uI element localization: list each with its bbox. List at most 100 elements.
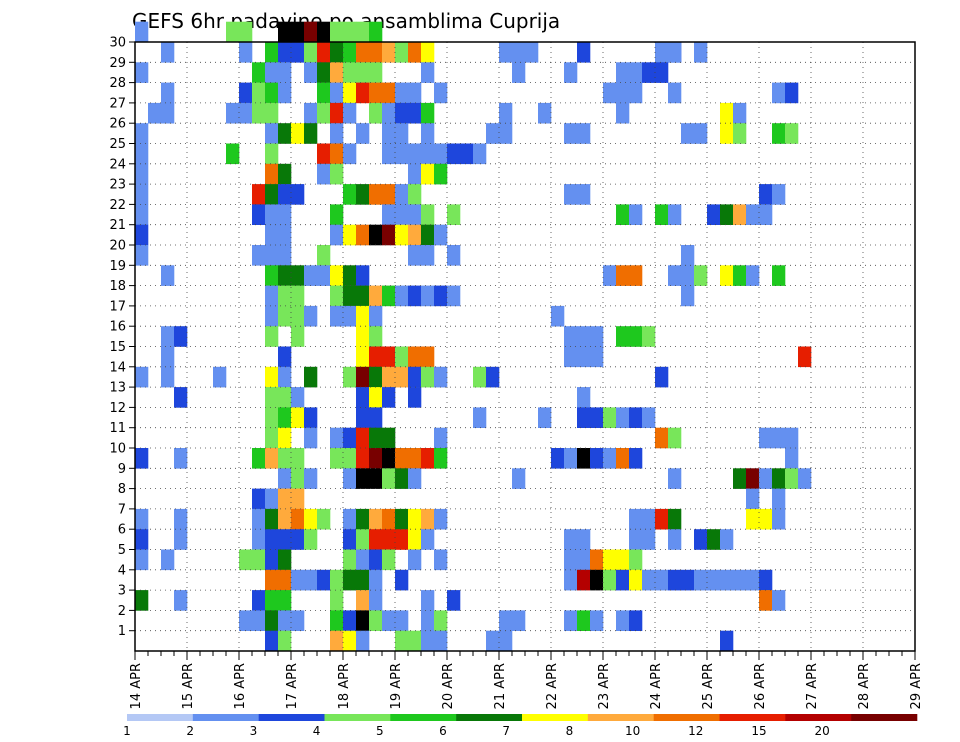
heatmap-cell <box>174 326 188 347</box>
heatmap-cell <box>395 102 409 124</box>
heatmap-cell <box>408 366 422 388</box>
heatmap-cell <box>772 184 786 205</box>
heatmap-cell <box>720 265 734 286</box>
heatmap-cell <box>343 21 357 43</box>
heatmap-cell <box>239 42 253 63</box>
y-tick-label: 11 <box>109 421 126 436</box>
heatmap-cell <box>291 448 305 469</box>
y-tick-label: 3 <box>118 584 126 599</box>
heatmap-cell <box>369 590 383 611</box>
heatmap-cell <box>590 610 604 631</box>
x-tick-label: 22 APR <box>545 663 560 709</box>
heatmap-cell <box>330 42 344 63</box>
heatmap-cell <box>278 448 292 469</box>
heatmap-cell <box>798 346 812 368</box>
heatmap-cell <box>369 529 383 550</box>
y-tick-label: 7 <box>118 502 126 517</box>
heatmap-cell <box>655 427 669 449</box>
heatmap-cell <box>421 508 435 530</box>
heatmap-cell <box>577 569 591 591</box>
heatmap-cell <box>421 285 435 307</box>
heatmap-cell <box>681 123 695 144</box>
heatmap-cell <box>252 488 266 510</box>
heatmap-cell <box>369 448 383 469</box>
heatmap-cell <box>603 569 617 591</box>
heatmap-cell <box>278 468 292 489</box>
heatmap-cell <box>291 529 305 550</box>
heatmap-cell <box>265 529 279 550</box>
heatmap-cell <box>356 346 370 368</box>
x-tick-label: 16 APR <box>233 663 248 709</box>
heatmap-cell <box>135 123 149 144</box>
colorbar-label: 10 <box>625 724 640 738</box>
heatmap-cell <box>395 42 409 63</box>
heatmap-cell <box>252 204 266 225</box>
heatmap-cell <box>304 407 318 428</box>
heatmap-cell <box>421 366 435 388</box>
heatmap-cell <box>317 62 331 83</box>
heatmap-cell <box>629 610 643 631</box>
heatmap-cell <box>668 468 682 489</box>
heatmap-cell <box>382 42 396 63</box>
heatmap-cell <box>408 468 422 489</box>
heatmap-cell <box>252 508 266 530</box>
heatmap-cell <box>291 326 305 347</box>
heatmap-cell <box>382 82 396 104</box>
x-tick-label: 29 APR <box>909 663 924 709</box>
heatmap-cell <box>265 285 279 307</box>
y-tick-label: 26 <box>109 117 126 132</box>
heatmap-cell <box>278 62 292 83</box>
heatmap-cell <box>473 143 487 165</box>
heatmap-cell <box>486 630 500 652</box>
heatmap-cell <box>564 569 578 591</box>
heatmap-cell <box>343 529 357 550</box>
y-tick-label: 15 <box>109 340 126 355</box>
heatmap-cell <box>265 82 279 104</box>
heatmap-cell <box>278 427 292 449</box>
heatmap-cell <box>434 366 448 388</box>
colorbar-label: 8 <box>566 724 574 738</box>
heatmap-cell <box>408 508 422 530</box>
y-tick-label: 9 <box>118 462 126 477</box>
heatmap-cell <box>551 305 565 327</box>
x-tick-label: 24 APR <box>649 663 664 709</box>
heatmap-cell <box>343 468 357 489</box>
heatmap-cell <box>512 42 526 63</box>
heatmap-cell <box>408 102 422 124</box>
heatmap-cell <box>369 407 383 428</box>
heatmap-cell <box>421 163 435 185</box>
heatmap-cell <box>265 62 279 83</box>
y-axis: 1234567891011121314151617181920212223242… <box>109 36 135 639</box>
heatmap-cell <box>330 123 344 144</box>
heatmap-cell <box>616 62 630 83</box>
heatmap-cell <box>746 488 760 510</box>
colorbar-segment <box>390 714 457 721</box>
heatmap-cell <box>291 488 305 510</box>
heatmap-cell <box>668 569 682 591</box>
heatmap-cell <box>265 143 279 165</box>
heatmap-cell <box>512 62 526 83</box>
heatmap-cell <box>408 346 422 368</box>
heatmap-cell <box>356 468 370 489</box>
heatmap-cell <box>382 184 396 205</box>
heatmap-cell <box>720 123 734 144</box>
heatmap-cell <box>395 569 409 591</box>
heatmap-cell <box>395 630 409 652</box>
heatmap-cell <box>343 366 357 388</box>
colorbar-label: 1 <box>123 724 131 738</box>
heatmap-cell <box>694 529 708 550</box>
heatmap-cell <box>252 82 266 104</box>
heatmap-cell <box>421 529 435 550</box>
heatmap-cell <box>447 590 461 611</box>
heatmap-cell <box>772 468 786 489</box>
heatmap-cell <box>356 549 370 571</box>
heatmap-cell <box>356 123 370 144</box>
heatmap-cell <box>629 508 643 530</box>
heatmap-cell <box>642 326 656 347</box>
heatmap-cell <box>278 549 292 571</box>
colorbar-label: 12 <box>688 724 703 738</box>
heatmap-cell <box>382 366 396 388</box>
colorbar-segment <box>456 714 523 721</box>
heatmap-cell <box>135 448 149 469</box>
heatmap-cell <box>135 204 149 225</box>
